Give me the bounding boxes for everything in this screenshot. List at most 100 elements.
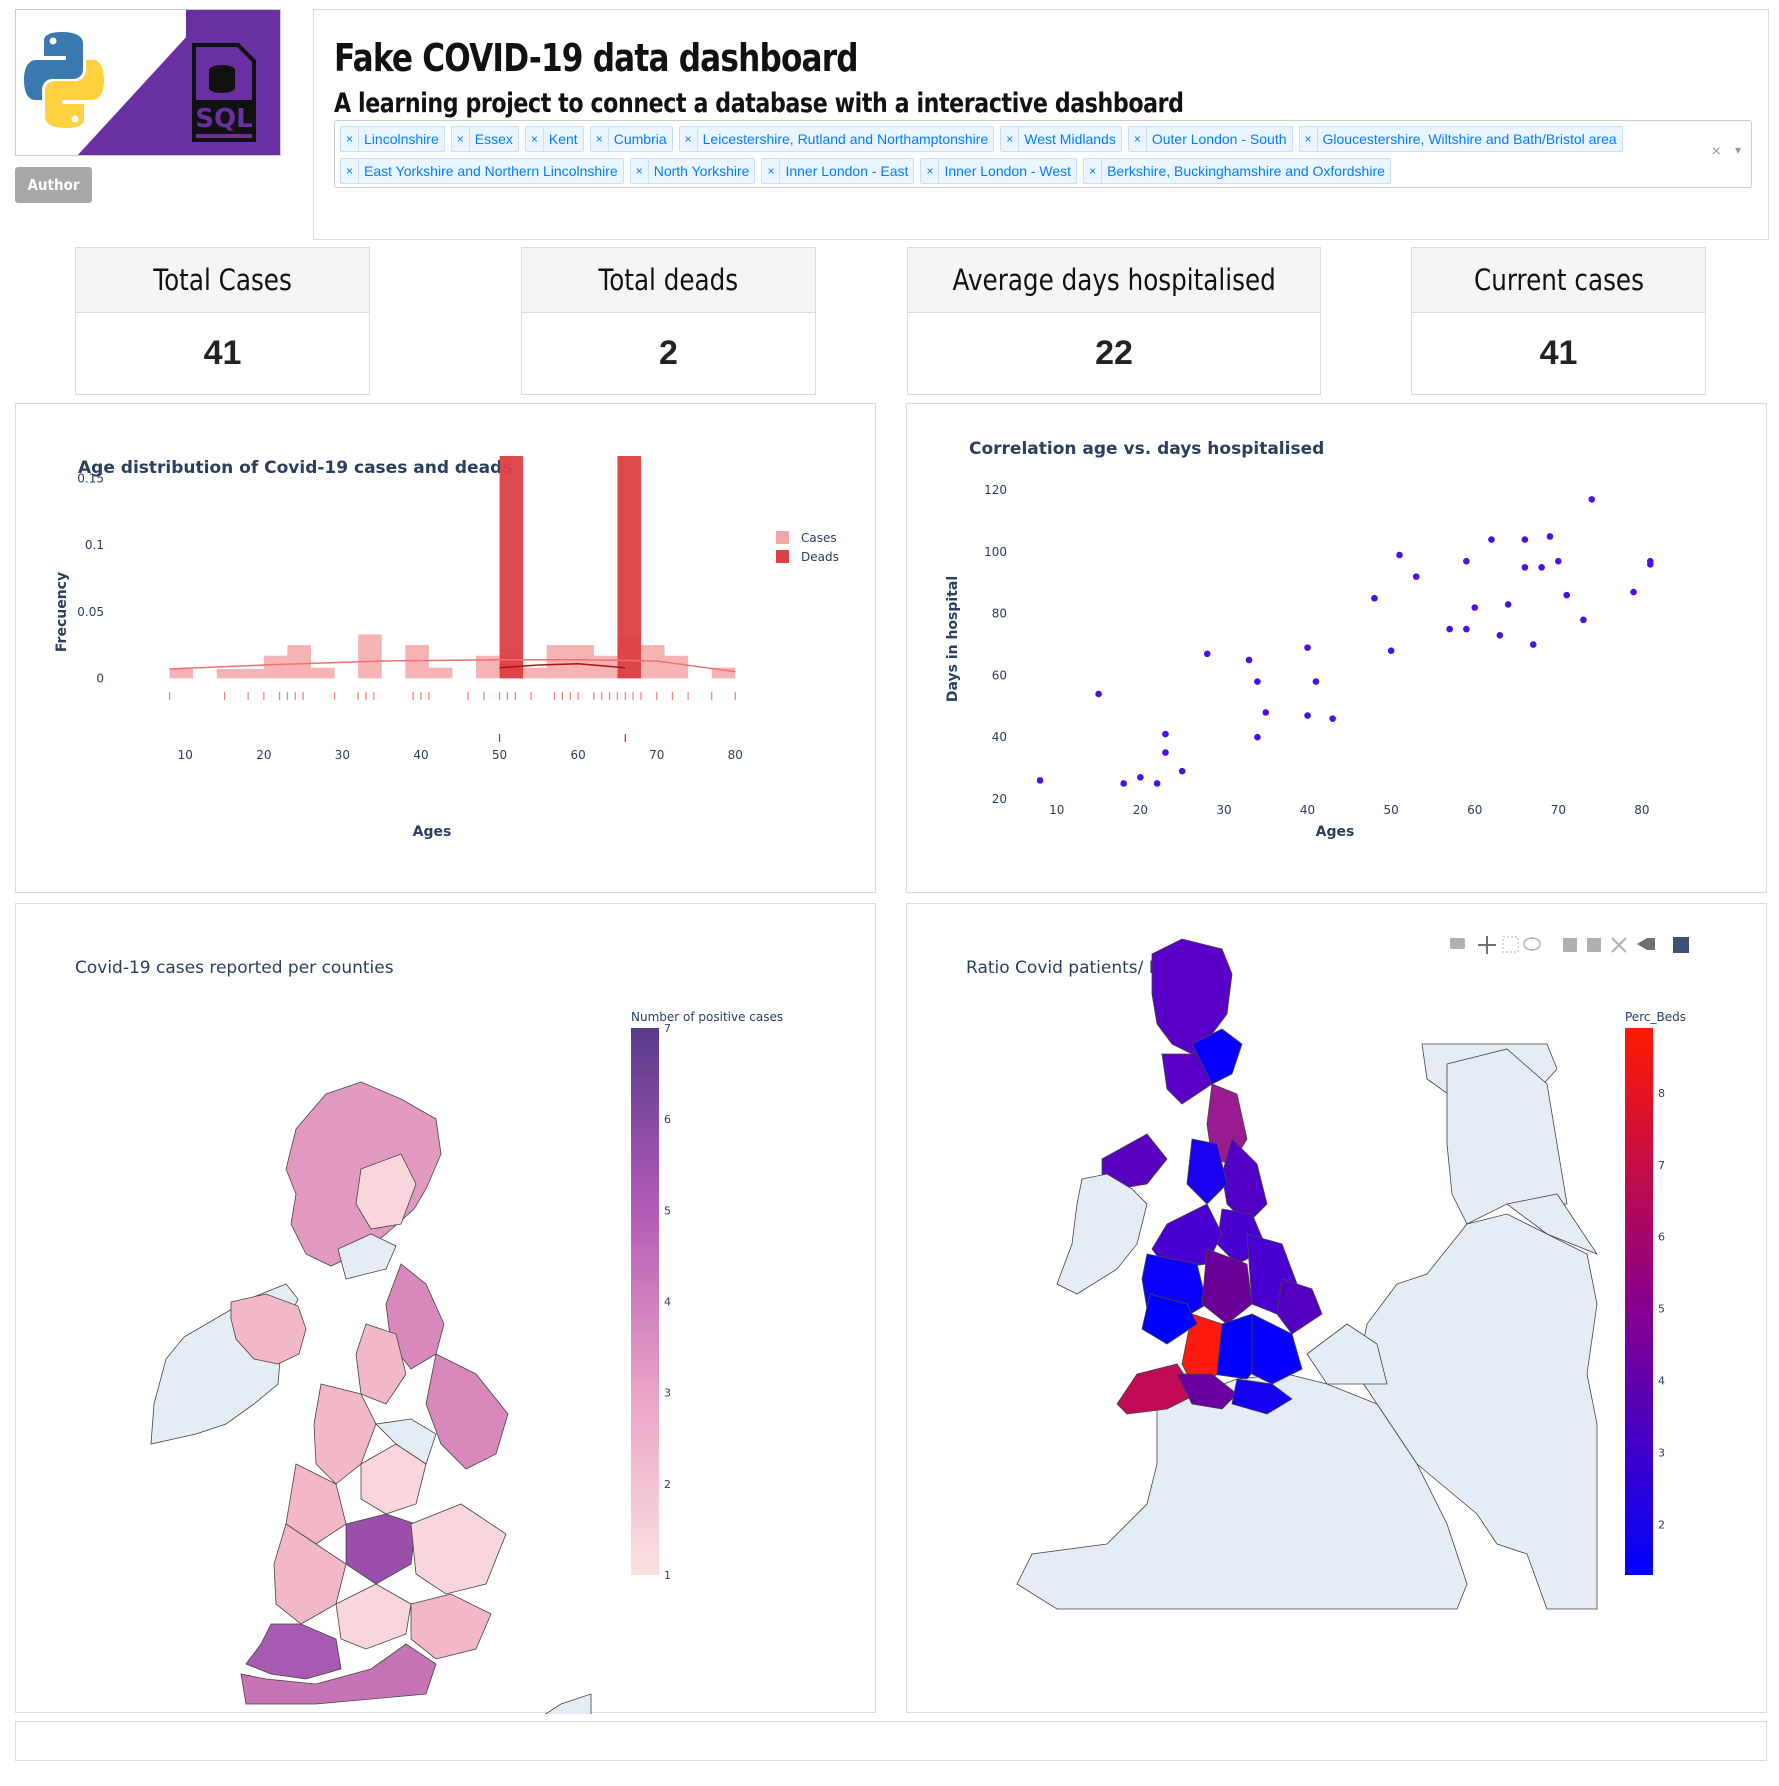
beds-choropleth-map[interactable]: Perc_Beds 2 3 4 5 6 7 8 — [907, 904, 1768, 1714]
region-chip[interactable]: × Lincolnshire — [340, 126, 445, 152]
modebar[interactable] — [1450, 936, 1689, 954]
scatter-point[interactable] — [1162, 730, 1169, 738]
histogram-bar[interactable] — [240, 669, 264, 679]
scatter-point[interactable] — [1646, 557, 1654, 565]
region-multi-select[interactable]: × Lincolnshire × Essex × Kent × Cumbria × Leicest… — [334, 120, 1752, 188]
remove-chip-icon[interactable]: × — [762, 159, 781, 183]
scatter-point[interactable] — [1262, 709, 1270, 716]
histogram-bar[interactable] — [711, 667, 736, 679]
scatter-point[interactable] — [1254, 733, 1261, 741]
scatter-point[interactable] — [1203, 650, 1211, 658]
remove-chip-icon[interactable]: × — [341, 159, 360, 183]
region-chip[interactable]: × Berkshire, Buckinghamshire and Oxfordsh… — [1083, 158, 1391, 184]
scatter-point[interactable] — [1245, 656, 1253, 664]
scatter-point[interactable] — [1095, 690, 1102, 698]
scatter-point[interactable] — [1254, 678, 1261, 685]
remove-chip-icon[interactable]: × — [452, 127, 470, 151]
scatter-point[interactable] — [1471, 604, 1479, 611]
histogram-bar[interactable] — [263, 655, 288, 679]
remove-chip-icon[interactable]: × — [921, 159, 940, 183]
kde-curve[interactable] — [499, 662, 626, 669]
region-chip[interactable]: × Kent — [524, 126, 584, 152]
legend[interactable]: Cases Deads — [776, 531, 839, 564]
histogram-bar[interactable] — [617, 455, 641, 679]
plotly-logo-icon[interactable] — [1673, 937, 1689, 953]
scatter-point[interactable] — [1521, 536, 1529, 543]
legend-label-cases[interactable]: Cases — [801, 531, 837, 545]
scatter-point[interactable] — [1304, 644, 1311, 651]
scatter-point[interactable] — [1120, 780, 1127, 787]
scatter-point[interactable] — [1329, 715, 1336, 722]
scatter-point[interactable] — [1496, 631, 1504, 639]
histogram-bar[interactable] — [428, 667, 453, 679]
author-button[interactable]: Author — [15, 167, 92, 203]
histogram-bar[interactable] — [216, 669, 241, 679]
remove-chip-icon[interactable]: × — [1084, 159, 1103, 183]
scatter-point[interactable] — [1137, 774, 1144, 781]
age-vs-days-chart[interactable]: 10 20 30 40 50 60 70 80 20 40 60 80 100 120 Days in … — [907, 404, 1768, 894]
histogram-bar[interactable] — [593, 655, 618, 679]
scatter-point[interactable] — [1371, 594, 1378, 602]
lasso-icon[interactable] — [1523, 937, 1541, 951]
scatter-point[interactable] — [1630, 588, 1637, 596]
scatter-point[interactable] — [1387, 647, 1395, 655]
zoom-out-icon[interactable] — [1587, 938, 1601, 952]
scatter-point[interactable] — [1563, 591, 1570, 599]
region-chip[interactable]: × West Midlands — [1000, 126, 1122, 152]
scatter-point[interactable] — [1521, 564, 1529, 571]
histogram-bar[interactable] — [570, 645, 594, 679]
camera-icon[interactable] — [1450, 938, 1465, 949]
histogram-bar[interactable] — [523, 667, 547, 679]
region-chip[interactable]: × Outer London - South — [1127, 126, 1293, 152]
remove-chip-icon[interactable]: × — [1300, 127, 1318, 151]
scatter-point[interactable] — [1546, 533, 1554, 540]
histogram-bar[interactable] — [358, 634, 382, 679]
scatter-point[interactable] — [1446, 625, 1453, 633]
scatter-point[interactable] — [1463, 557, 1470, 565]
remove-chip-icon[interactable]: × — [591, 127, 609, 151]
region-chip[interactable]: × Inner London - East — [761, 158, 915, 184]
scatter-point[interactable] — [1396, 551, 1403, 559]
scatter-point[interactable] — [1504, 601, 1512, 608]
scatter-point[interactable] — [1538, 564, 1545, 571]
scatter-point[interactable] — [1529, 641, 1537, 648]
region-chip[interactable]: × North Yorkshire — [629, 158, 756, 184]
scatter-point[interactable] — [1580, 616, 1587, 624]
region-chip[interactable]: × Essex — [450, 126, 519, 152]
legend-swatch-deads[interactable] — [776, 550, 789, 563]
histogram-bar[interactable] — [476, 655, 500, 679]
region-chip[interactable]: × Cumbria — [589, 126, 673, 152]
remove-chip-icon[interactable]: × — [680, 127, 698, 151]
zoom-in-icon[interactable] — [1563, 938, 1577, 952]
cases-choropleth-map[interactable]: Number of positive cases 1 2 3 4 5 6 7 — [16, 904, 877, 1714]
remove-chip-icon[interactable]: × — [631, 159, 649, 183]
histogram-bar[interactable] — [311, 667, 335, 679]
histogram-bar[interactable] — [287, 645, 311, 679]
scatter-point[interactable] — [1153, 780, 1161, 787]
scatter-point[interactable] — [1304, 712, 1311, 719]
region-chip[interactable]: × Leicestershire, Rutland and Northampton… — [678, 126, 995, 152]
legend-label-deads[interactable]: Deads — [801, 550, 839, 564]
scatter-point[interactable] — [1312, 678, 1320, 685]
scatter-point[interactable] — [1412, 573, 1420, 580]
remove-chip-icon[interactable]: × — [1129, 127, 1147, 151]
region-chip[interactable]: × Gloucestershire, Wiltshire and Bath/Bri… — [1298, 126, 1623, 152]
scatter-point[interactable] — [1178, 767, 1186, 775]
region-chip[interactable]: × Inner London - West — [920, 158, 1078, 184]
reset-icon[interactable] — [1637, 938, 1655, 950]
region-chip[interactable]: × East Yorkshire and Northern Lincolnshir… — [340, 158, 624, 184]
scatter-point[interactable] — [1463, 625, 1470, 633]
autoscale-icon[interactable] — [1611, 937, 1627, 953]
clear-icon[interactable]: × — [1711, 143, 1721, 160]
age-distribution-chart[interactable]: 10 20 30 40 50 60 70 80 00.050.10.15 Frecuency … — [16, 404, 877, 894]
histogram-bar[interactable] — [546, 645, 571, 679]
scatter-point[interactable] — [1036, 777, 1044, 784]
remove-chip-icon[interactable]: × — [526, 127, 544, 151]
remove-chip-icon[interactable]: × — [1001, 127, 1020, 151]
histogram-bar[interactable] — [499, 455, 524, 679]
histogram-bar[interactable] — [169, 669, 194, 679]
kde-curve[interactable] — [169, 658, 736, 673]
box-select-icon[interactable] — [1502, 936, 1519, 953]
histogram-bar[interactable] — [664, 655, 689, 679]
scatter-point[interactable] — [1488, 536, 1495, 543]
